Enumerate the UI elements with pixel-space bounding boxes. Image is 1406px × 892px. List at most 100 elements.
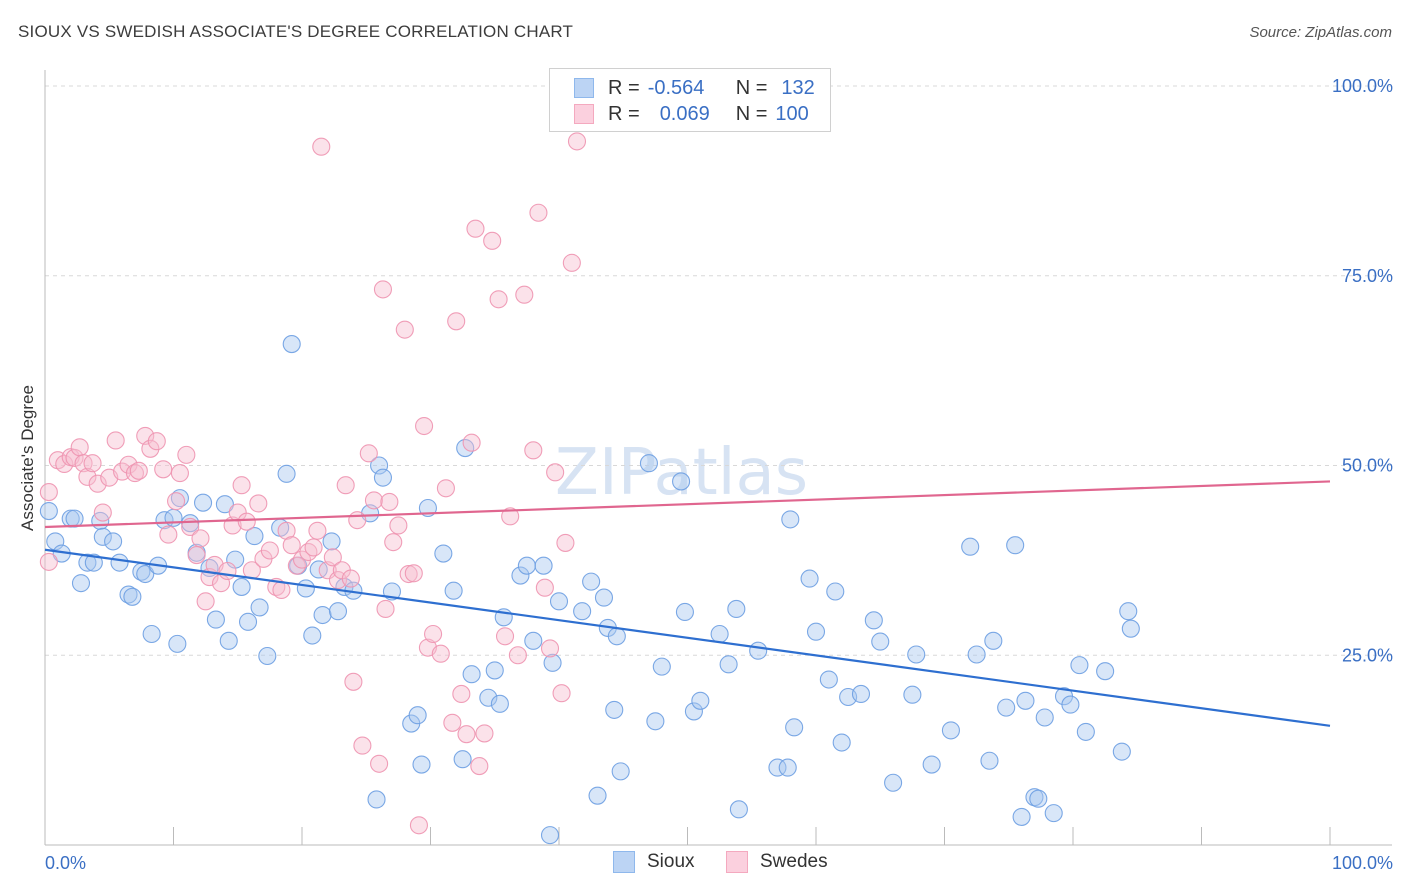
swedes-point [304,538,323,557]
swedes-point [443,713,462,732]
swedes-point [546,463,565,482]
swedes-point [70,438,89,457]
sioux-point [1061,695,1080,714]
sioux-point [296,579,315,598]
x-tick-label: 0.0% [45,853,86,873]
swedes-point [409,816,428,835]
swedes-point [65,448,84,467]
y-axis-title: Associate's Degree [18,385,37,531]
sioux-point [1012,807,1031,826]
swedes-point [83,454,102,473]
swedes-point [389,516,408,535]
bottom-legend-swedes: Swedes [726,851,828,873]
sioux-point [1035,708,1054,727]
sioux-point [1016,691,1035,710]
sioux-point [136,564,155,584]
swedes-point [359,444,378,463]
sioux-point [490,694,509,713]
sioux-point [549,592,569,611]
sioux-point [778,758,797,777]
sioux-point [367,790,386,809]
sioux-label: Sioux [647,851,695,872]
sioux-point [961,537,980,556]
swedes-point [292,550,312,569]
swedes-point [404,564,423,583]
axes [44,70,1392,846]
swedes-point [167,492,186,511]
sioux-point [238,612,258,631]
swedes-point [282,536,301,555]
swedes-point [395,320,414,339]
sioux-point [884,773,903,792]
chart-title: SIOUX VS SWEDISH ASSOCIATE'S DEGREE CORR… [18,22,574,41]
sioux-point [573,602,592,621]
sioux-point [727,599,746,619]
swedes-point [483,231,502,250]
sioux-point [826,582,845,601]
swedes-point [196,592,215,611]
sioux-point [453,750,472,769]
swedes-point [39,483,58,502]
sioux-point [123,587,142,606]
sioux-point [39,501,58,521]
sioux-point [258,646,277,666]
n-value: 100 [775,102,809,125]
n-label: N = [735,76,768,99]
sioux-point [142,624,161,644]
sioux-point [543,653,562,672]
sioux-point [164,508,183,527]
sioux-point [1076,722,1095,741]
swedes-point [348,511,367,530]
y-tick-label: 25.0% [1342,645,1393,665]
sioux-point [675,602,694,622]
y-tick-label: 50.0% [1342,456,1393,476]
swedes-point [399,564,418,584]
swedes-point [552,684,571,703]
swedes-point [380,492,399,511]
swedes-point [154,460,173,479]
sioux-point [1096,662,1115,681]
sioux-point [729,800,748,819]
sioux-point [370,456,389,475]
sioux-point [1044,804,1063,823]
swedes-point [556,533,575,552]
swedes-point [187,546,206,565]
sioux-point [749,641,768,660]
sioux-point [534,556,553,575]
sioux-point [903,685,922,704]
swedes-point [312,137,331,156]
sioux-point [806,622,826,641]
swedes-point [191,529,210,548]
swedes-point [308,521,327,540]
sioux-point [71,574,91,593]
sioux-point [78,553,97,572]
r-value: 0.069 [659,102,710,125]
swedes-point [129,461,148,480]
sioux-point [1121,619,1140,638]
sioux-point [967,645,986,664]
sioux-point [588,786,607,805]
swedes-point [508,646,527,665]
sioux-point [84,553,103,572]
sioux-points [39,335,1140,845]
swedes-point [501,507,520,526]
sioux-point [832,733,851,752]
swedes-point [344,672,363,691]
sioux-point [1119,602,1138,621]
sioux-point [768,758,787,777]
sioux-point [282,335,301,354]
sioux-point [408,706,427,725]
sioux-point [194,493,213,512]
swedes-point [462,433,481,452]
sioux-point [785,718,804,737]
swedes-point [475,724,494,743]
sioux-point [639,454,659,473]
swedes-point [535,578,554,597]
swedes-point [562,253,581,272]
sioux-point [851,684,871,704]
sioux-point [168,634,187,653]
swedes-trend-line [44,480,1331,529]
sioux-point [479,688,498,707]
swedes-point [489,290,508,309]
